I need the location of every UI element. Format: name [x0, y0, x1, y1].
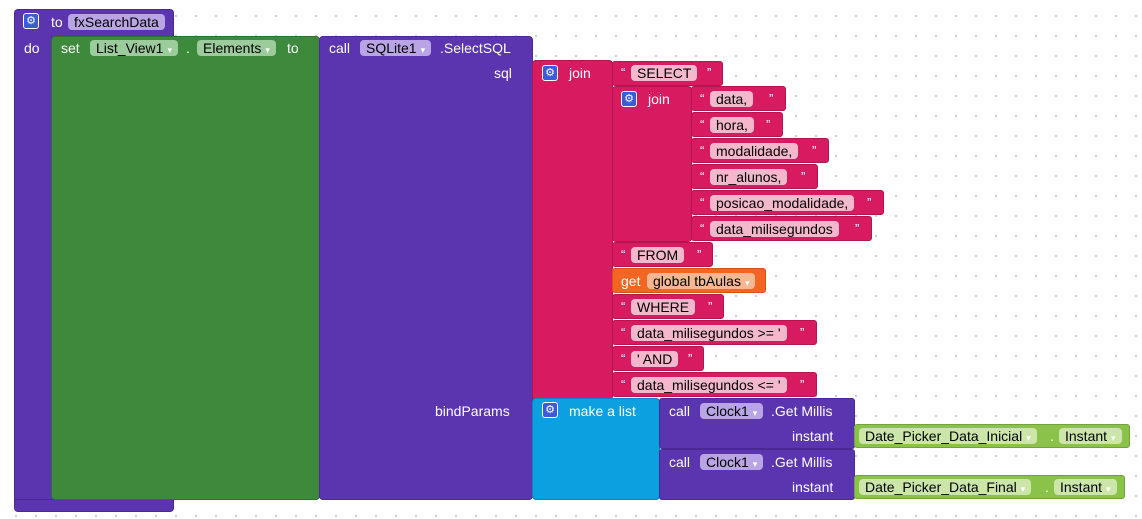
set-property-value: Elements	[203, 40, 262, 56]
sql-param-label: sql	[494, 65, 512, 81]
close-quote-icon: ”	[855, 221, 860, 236]
procedure-name-field[interactable]: fxSearchData	[68, 14, 165, 30]
open-quote-icon: “	[621, 377, 626, 392]
chevron-down-icon: ▾	[420, 45, 426, 55]
text-column-value[interactable]: posicao_modalidade,	[710, 195, 855, 211]
get-millis-method-label: .Get Millis	[771, 454, 833, 470]
procedure-footer	[14, 499, 174, 512]
chevron-down-icon: ▾	[752, 459, 758, 469]
date-picker-component-value: Date_Picker_Data_Final	[865, 479, 1017, 495]
close-quote-icon: ”	[867, 195, 872, 210]
open-quote-icon: “	[700, 195, 705, 210]
date-picker-dot: .	[1045, 479, 1049, 495]
set-component-value: List_View1	[96, 40, 164, 56]
date-picker-component-value: Date_Picker_Data_Inicial	[865, 428, 1023, 444]
date-picker-property-dropdown[interactable]: Instant ▾	[1059, 428, 1122, 444]
text-from-value[interactable]: FROM	[631, 247, 685, 263]
text-where-value[interactable]: WHERE	[631, 299, 696, 315]
text-column-value[interactable]: nr_alunos,	[710, 169, 788, 185]
set-block[interactable]	[51, 36, 320, 500]
instant-param-label: instant	[792, 479, 834, 495]
text-condition-end-value[interactable]: data_milisegundos <= '	[631, 377, 787, 393]
gear-icon[interactable]: ⚙	[23, 13, 39, 29]
text-column-value[interactable]: hora,	[710, 117, 754, 133]
clock-component-dropdown[interactable]: Clock1 ▾	[700, 454, 764, 470]
date-picker-property-value: Instant	[1065, 428, 1108, 444]
chevron-down-icon: ▾	[167, 45, 172, 55]
close-quote-icon: ”	[707, 65, 712, 80]
make-list-label: make a list	[569, 403, 636, 419]
date-picker-component-dropdown[interactable]: Date_Picker_Data_Inicial ▾	[859, 428, 1037, 444]
text-column-value[interactable]: modalidade,	[710, 143, 799, 159]
instant-param-label: instant	[792, 428, 834, 444]
open-quote-icon: “	[700, 169, 705, 184]
date-picker-property-value: Instant	[1060, 479, 1103, 495]
open-quote-icon: “	[621, 325, 626, 340]
chevron-down-icon: ▾	[1111, 433, 1116, 443]
open-quote-icon: “	[700, 221, 705, 236]
get-millis-method-label: .Get Millis	[771, 403, 833, 419]
close-quote-icon: ”	[800, 325, 805, 340]
text-column-value[interactable]: data_milisegundos	[710, 221, 839, 237]
open-quote-icon: “	[700, 117, 705, 132]
chevron-down-icon: ▾	[1106, 484, 1111, 494]
set-label: set	[61, 40, 80, 56]
chevron-down-icon: ▾	[265, 45, 270, 55]
open-quote-icon: “	[621, 299, 626, 314]
close-quote-icon: ”	[697, 247, 702, 262]
set-to-label: to	[287, 40, 299, 56]
close-quote-icon: ”	[766, 117, 771, 132]
call-selectsql-block[interactable]	[319, 36, 533, 500]
open-quote-icon: “	[700, 91, 705, 106]
variable-dropdown[interactable]: global tbAulas ▾	[647, 273, 756, 289]
chevron-down-icon: ▾	[1020, 484, 1026, 494]
bindparams-param-label: bindParams	[435, 403, 510, 419]
variable-value: global tbAulas	[653, 273, 741, 289]
date-picker-property-dropdown[interactable]: Instant ▾	[1054, 479, 1117, 495]
join-outer-label: join	[569, 65, 591, 81]
clock-component-dropdown[interactable]: Clock1 ▾	[700, 403, 764, 419]
get-millis-call-label: call	[669, 454, 691, 470]
open-quote-icon: “	[621, 65, 626, 80]
close-quote-icon: ”	[812, 143, 817, 158]
open-quote-icon: “	[700, 143, 705, 158]
date-picker-component-dropdown[interactable]: Date_Picker_Data_Final ▾	[859, 479, 1032, 495]
join-outer-block[interactable]	[532, 60, 613, 400]
close-quote-icon: ”	[800, 377, 805, 392]
open-quote-icon: “	[621, 351, 626, 366]
chevron-down-icon: ▾	[752, 408, 758, 418]
gear-icon[interactable]: ⚙	[621, 91, 637, 107]
set-property-dropdown[interactable]: Elements ▾	[197, 40, 276, 56]
join-inner-block[interactable]	[612, 86, 692, 242]
close-quote-icon: ”	[688, 351, 693, 366]
gear-icon[interactable]: ⚙	[542, 65, 558, 81]
text-and-value[interactable]: ' AND	[631, 351, 679, 367]
procedure-do-label: do	[24, 40, 40, 56]
chevron-down-icon: ▾	[1026, 433, 1031, 443]
date-picker-dot: .	[1050, 428, 1054, 444]
get-label: get	[621, 273, 641, 289]
text-select-value[interactable]: SELECT	[631, 65, 698, 81]
selectsql-method-label: .SelectSQL	[440, 40, 511, 56]
call-label: call	[329, 40, 351, 56]
clock-component-value: Clock1	[706, 403, 749, 419]
set-component-dropdown[interactable]: List_View1 ▾	[90, 40, 178, 56]
clock-component-value: Clock1	[706, 454, 749, 470]
procedure-to-label: to	[51, 14, 63, 30]
get-millis-call-label: call	[669, 403, 691, 419]
close-quote-icon: ”	[801, 169, 806, 184]
sqlite-component-value: SQLite1	[366, 40, 417, 56]
chevron-down-icon: ▾	[744, 278, 750, 288]
set-dot: .	[186, 40, 190, 56]
close-quote-icon: ”	[708, 299, 713, 314]
open-quote-icon: “	[621, 247, 626, 262]
gear-icon[interactable]: ⚙	[542, 402, 558, 418]
text-column-value[interactable]: data,	[710, 91, 754, 107]
procedure-body	[14, 36, 52, 500]
text-condition-start-value[interactable]: data_milisegundos >= '	[631, 325, 787, 341]
close-quote-icon: ”	[769, 91, 774, 106]
join-inner-label: join	[648, 91, 670, 107]
sqlite-component-dropdown[interactable]: SQLite1 ▾	[360, 40, 432, 56]
